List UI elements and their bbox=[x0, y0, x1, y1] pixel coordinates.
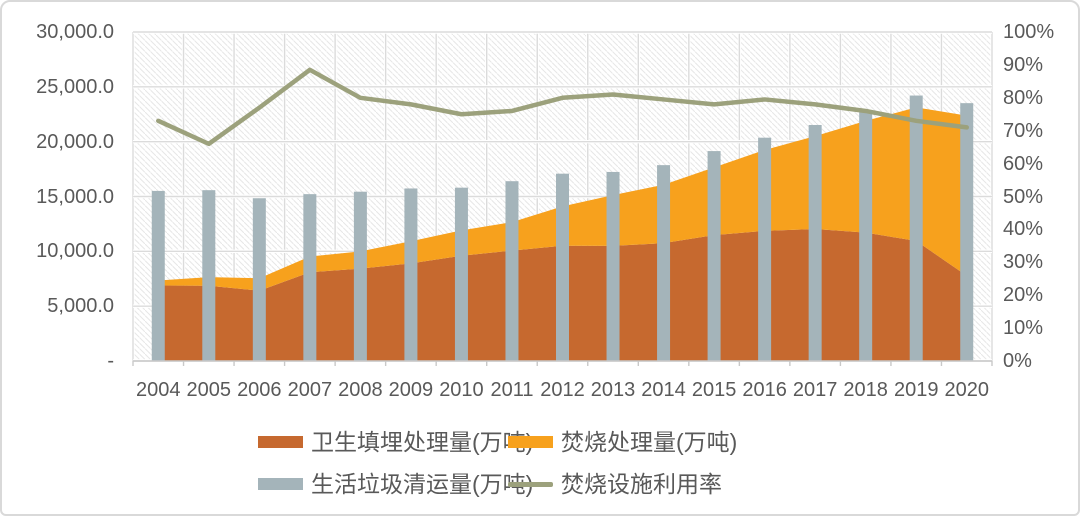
collection-bar bbox=[353, 191, 367, 361]
collection-bar bbox=[909, 95, 923, 362]
collection-bar bbox=[657, 165, 671, 361]
legend-swatch-incineration bbox=[508, 436, 553, 448]
collection-bar bbox=[960, 103, 974, 361]
legend-item-collection: 生活垃圾清运量(万吨) bbox=[258, 471, 533, 497]
collection-bar bbox=[202, 190, 216, 361]
collection-bars bbox=[151, 95, 974, 362]
collection-bar bbox=[454, 187, 468, 361]
collection-bar bbox=[404, 188, 418, 361]
x-axis bbox=[132, 360, 993, 366]
utilization-line bbox=[156, 67, 969, 147]
collection-bar bbox=[859, 110, 873, 361]
legend-row-1: 卫生填埋处理量(万吨) 焚烧处理量(万吨) bbox=[258, 428, 737, 456]
legend-item-utilization: 焚烧设施利用率 bbox=[508, 471, 722, 497]
collection-bar bbox=[252, 198, 266, 361]
legend-swatch-utilization-line bbox=[508, 481, 553, 487]
collection-bar bbox=[758, 137, 772, 361]
legend-item-incineration: 焚烧处理量(万吨) bbox=[508, 429, 737, 455]
legend-label-collection: 生活垃圾清运量(万吨) bbox=[311, 471, 534, 497]
chart-legend: 卫生填埋处理量(万吨) 焚烧处理量(万吨) 生活垃圾清运量(万吨) 焚烧设施利用… bbox=[258, 428, 737, 512]
legend-label-utilization: 焚烧设施利用率 bbox=[561, 471, 722, 497]
legend-row-2: 生活垃圾清运量(万吨) 焚烧设施利用率 bbox=[258, 470, 737, 498]
collection-bar bbox=[505, 181, 519, 361]
collection-bar bbox=[556, 173, 569, 361]
combo-chart-canvas bbox=[131, 30, 994, 366]
legend-swatch-collection bbox=[258, 478, 303, 490]
legend-label-incineration: 焚烧处理量(万吨) bbox=[561, 429, 738, 455]
legend-swatch-landfill bbox=[258, 436, 303, 448]
legend-label-landfill: 卫生填埋处理量(万吨) bbox=[311, 429, 534, 455]
collection-bar bbox=[606, 171, 620, 361]
legend-item-landfill: 卫生填埋处理量(万吨) bbox=[258, 429, 533, 455]
collection-bar bbox=[303, 194, 317, 361]
collection-bar bbox=[151, 190, 165, 361]
collection-bar bbox=[808, 124, 822, 362]
collection-bar bbox=[707, 151, 721, 361]
